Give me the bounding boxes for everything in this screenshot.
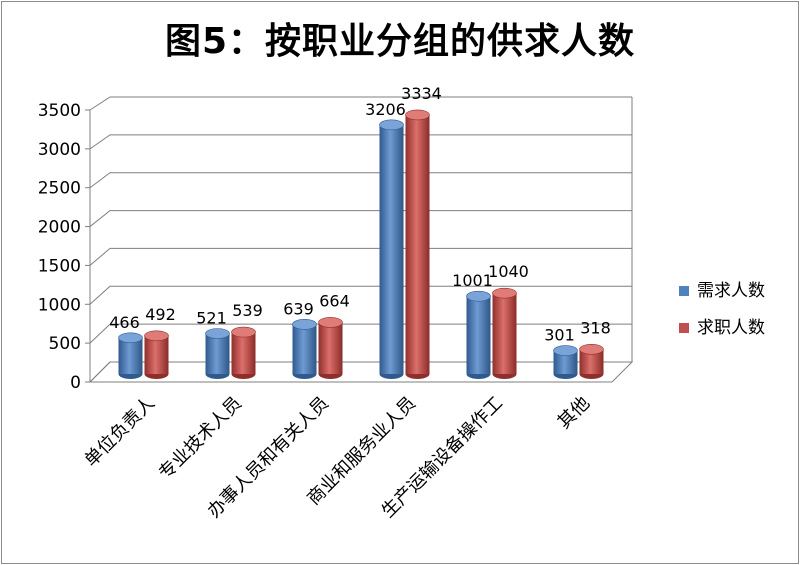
gridline <box>89 323 632 344</box>
bar-1-0 <box>144 335 169 374</box>
y-tick-label: 3000 <box>38 140 81 160</box>
data-label: 639 <box>283 299 314 318</box>
bar-1-4 <box>492 293 517 374</box>
bar-top <box>405 109 430 121</box>
data-label: 492 <box>145 305 176 324</box>
data-label: 3206 <box>365 100 406 119</box>
bar-top <box>292 319 317 330</box>
gridline <box>89 210 632 227</box>
gridline <box>89 361 632 383</box>
gridline <box>89 172 632 189</box>
y-tick-label: 0 <box>70 373 81 393</box>
bar-0-5 <box>553 350 578 374</box>
data-label: 466 <box>109 313 140 332</box>
bar-top <box>318 317 343 328</box>
bar-1-1 <box>231 332 256 374</box>
legend-label: 求职人数 <box>697 318 765 338</box>
bar-top <box>118 332 143 344</box>
y-tick-label: 2000 <box>38 218 81 238</box>
data-label: 521 <box>196 309 227 328</box>
data-label: 3334 <box>401 84 442 103</box>
chart-floor <box>89 361 634 383</box>
bar-0-4 <box>466 296 491 374</box>
legend-label: 需求人数 <box>697 281 765 301</box>
data-label: 1040 <box>488 262 529 281</box>
bar-top <box>205 328 230 339</box>
bar-top <box>231 326 256 338</box>
bar-top <box>144 330 169 342</box>
bar-top <box>579 343 604 355</box>
gridline <box>89 285 632 305</box>
data-label: 318 <box>580 318 611 337</box>
y-tick-label: 1500 <box>38 256 81 276</box>
bar-top <box>379 119 404 131</box>
data-label: 1001 <box>452 271 493 290</box>
x-tick-label: 专业技术人员 <box>155 393 246 484</box>
bar-top <box>466 290 491 302</box>
chart-grid <box>89 96 634 383</box>
bar-0-3 <box>379 124 404 375</box>
y-tick-label: 3500 <box>38 101 81 121</box>
bar-0-2 <box>292 324 317 374</box>
bar-1-2 <box>318 322 343 374</box>
chart-bars <box>118 109 604 379</box>
bar-1-3 <box>405 114 430 374</box>
x-tick-label: 其他 <box>554 393 594 433</box>
data-label: 664 <box>319 291 350 310</box>
y-tick-label: 500 <box>49 334 81 354</box>
bar-top <box>553 345 578 356</box>
x-tick-label: 单位负责人 <box>81 393 159 471</box>
y-tick-label: 1000 <box>38 295 81 315</box>
gridline <box>89 247 632 266</box>
legend-swatch <box>679 323 689 333</box>
data-label: 301 <box>544 326 575 345</box>
legend-swatch <box>679 286 689 296</box>
chart-title: 图5：按职业分组的供求人数 <box>164 21 636 62</box>
gridline <box>89 134 632 150</box>
data-label: 539 <box>232 301 263 320</box>
y-tick-label: 2500 <box>38 179 81 199</box>
bar-0-0 <box>118 337 143 374</box>
gridline <box>89 96 632 111</box>
bar-top <box>492 287 517 299</box>
bar-0-1 <box>205 333 230 374</box>
